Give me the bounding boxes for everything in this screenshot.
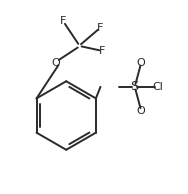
Text: S: S [130, 80, 139, 93]
Text: O: O [52, 58, 60, 68]
Text: Cl: Cl [152, 82, 163, 92]
Text: F: F [60, 16, 67, 26]
Text: O: O [137, 106, 146, 116]
Text: F: F [97, 23, 104, 33]
Text: O: O [137, 58, 146, 68]
Text: F: F [99, 46, 105, 56]
